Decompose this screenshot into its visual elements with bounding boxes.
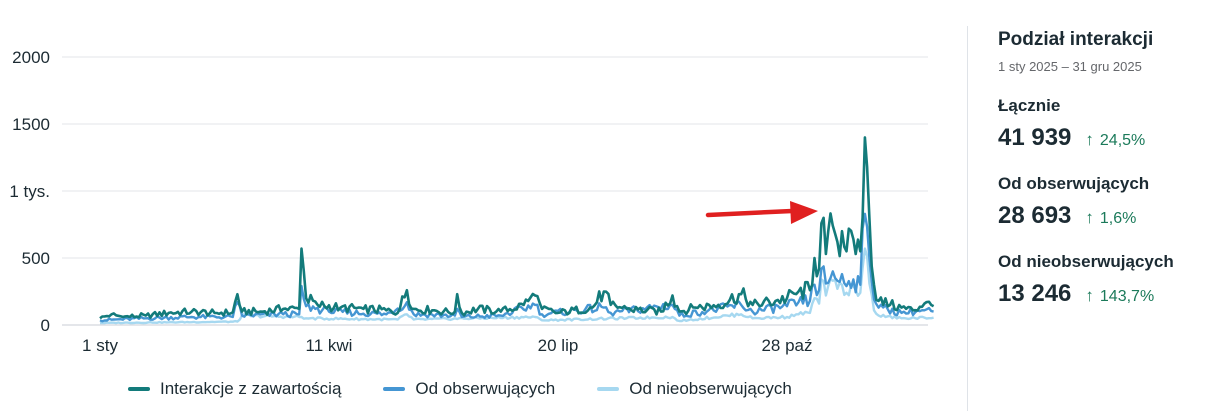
legend-label: Interakcje z zawartością (160, 379, 342, 398)
annotation-arrow (705, 201, 818, 224)
panel-divider (967, 26, 968, 411)
chart-series (99, 136, 935, 325)
metric-label: Od obserwujących (998, 174, 1150, 193)
metric-total: Łącznie 41 939 ↑ 24,5% (998, 96, 1213, 152)
metric-change: ↑ 143,7% (1085, 286, 1154, 306)
chart-legend: Interakcje z zawartością Od obserwującyc… (128, 379, 834, 399)
y-tick-label: 1 tys. (9, 182, 50, 201)
metric-label: Łącznie (998, 96, 1061, 115)
legend-item-followers[interactable]: Od obserwujących (383, 379, 555, 399)
legend-label: Od nieobserwujących (629, 379, 792, 398)
arrow-up-icon: ↑ (1085, 286, 1094, 305)
metric-value: 41 939 (998, 124, 1072, 151)
arrow-up-icon: ↑ (1085, 208, 1094, 227)
x-tick-label: 11 kwi (306, 336, 353, 355)
y-tick-label: 0 (41, 316, 50, 335)
legend-swatch (383, 387, 406, 391)
metric-value: 28 693 (998, 202, 1072, 229)
metric-followers: Od obserwujących 28 693 ↑ 1,6% (998, 174, 1213, 230)
metric-change: ↑ 1,6% (1085, 208, 1136, 228)
metric-label: Od nieobserwujących (998, 252, 1174, 271)
chart-svg: 0 500 1 tys. 1500 2000 1 sty 11 kwi 20 lip 28 p… (9, 48, 935, 355)
metric-non-followers: Od nieobserwujących 13 246 ↑ 143,7% (998, 252, 1213, 308)
series-non-followers-line (100, 247, 934, 325)
series-interactions-line (99, 136, 935, 320)
date-range: 1 sty 2025 – 31 gru 2025 (998, 59, 1142, 74)
metric-change-value: 24,5% (1099, 132, 1146, 149)
legend-label: Od obserwujących (415, 379, 556, 398)
line-chart: 0 500 1 tys. 1500 2000 1 sty 11 kwi 20 lip 28 p… (9, 48, 935, 399)
legend-item-interactions[interactable]: Interakcje z zawartością (128, 379, 341, 399)
y-tick-label: 2000 (12, 48, 50, 67)
y-tick-label: 1500 (12, 115, 50, 134)
legend-swatch (128, 387, 150, 391)
chart-grid (62, 56, 928, 326)
metric-change: ↑ 24,5% (1085, 130, 1145, 150)
legend-item-non-followers[interactable]: Od nieobserwujących (597, 379, 792, 399)
panel-title: Podział interakcji (998, 29, 1154, 50)
series-followers-line (99, 212, 934, 323)
x-tick-label: 1 sty (82, 336, 118, 355)
x-axis-labels: 1 sty 11 kwi 20 lip 28 paź (82, 336, 812, 355)
metric-value: 13 246 (998, 280, 1072, 307)
y-tick-label: 500 (22, 249, 50, 268)
legend-swatch (597, 387, 620, 391)
metric-change-value: 143,7% (1099, 288, 1155, 305)
metric-change-value: 1,6% (1099, 210, 1137, 227)
interaction-breakdown-panel: Podział interakcji 1 sty 2025 – 31 gru 2… (998, 29, 1213, 308)
arrow-up-icon: ↑ (1085, 130, 1094, 149)
y-axis-labels: 0 500 1 tys. 1500 2000 (9, 48, 50, 335)
x-tick-label: 20 lip (538, 336, 579, 355)
x-tick-label: 28 paź (761, 336, 812, 355)
